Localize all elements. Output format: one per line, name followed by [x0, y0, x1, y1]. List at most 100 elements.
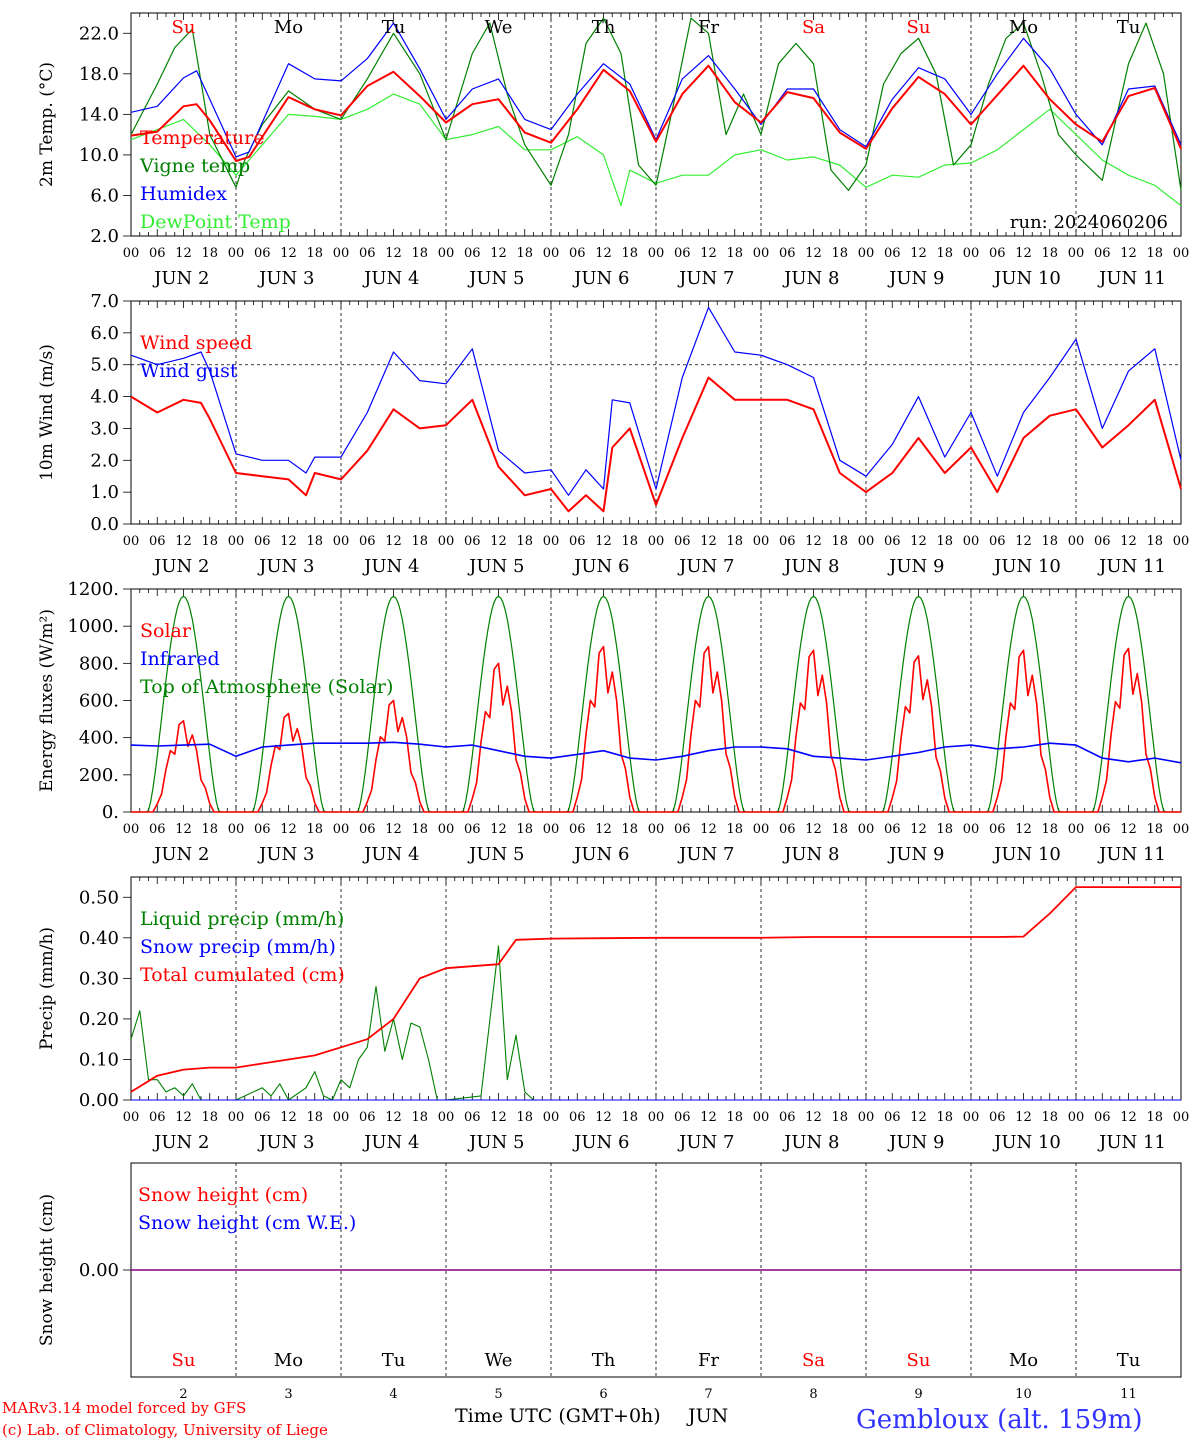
x-tick-label: 00 [1068, 534, 1085, 549]
x-tick-label: 06 [149, 822, 166, 837]
x-tick-label: 12 [595, 822, 612, 837]
x-tick-label: 18 [621, 534, 638, 549]
x-tick-label: 12 [1015, 246, 1032, 261]
x-tick-label: 12 [1015, 1110, 1032, 1125]
x-tick-label: 18 [516, 534, 533, 549]
legend-top-of-atmosphere-solar: Top of Atmosphere (Solar) [140, 676, 393, 698]
weekday-label: Su [172, 17, 196, 38]
date-label: JUN 3 [257, 268, 314, 289]
x-tick-label: 18 [516, 246, 533, 261]
panel-1-frame: 00 06 12 18 00 06 12 18 00 06 12 18 00 06 12 18 00 06 12 18… [37, 12, 1189, 289]
x-tick-label: 06 [464, 246, 481, 261]
x-tick-label: 06 [989, 534, 1006, 549]
x-tick-label: 06 [149, 1110, 166, 1125]
series-infrared [130, 741, 1182, 764]
x-tick-label: 00 [333, 534, 350, 549]
date-label: JUN 5 [467, 268, 524, 289]
x-tick-label: 12 [385, 534, 402, 549]
x-tick-label: 18 [1146, 246, 1163, 261]
legend-solar: Solar [140, 620, 192, 642]
weekday-label: We [485, 1350, 513, 1371]
temperature-series [130, 17, 1182, 207]
x-tick-label: 00 [1173, 1110, 1190, 1125]
x-tick-label: 12 [490, 534, 507, 549]
date-label: JUN 6 [572, 268, 629, 289]
x-tick-label: 18 [201, 246, 218, 261]
date-label: JUN 11 [1097, 556, 1166, 577]
x-tick-label: 12 [700, 822, 717, 837]
x-tick-label: 06 [569, 246, 586, 261]
series-total-cumulated-cm- [130, 886, 1181, 1093]
y-tick-label: 4.0 [90, 387, 119, 408]
x-tick-label: 12 [175, 822, 192, 837]
run-annotation: run: 2024060206 [1010, 212, 1168, 233]
x-tick-label: 06 [359, 822, 376, 837]
x-tick-label: 00 [648, 534, 665, 549]
x-tick-label: 06 [884, 1110, 901, 1125]
y-tick-label: 1.0 [90, 482, 119, 503]
x-tick-label: 18 [411, 822, 428, 837]
date-label: JUN 8 [782, 268, 839, 289]
x-tick-label: 18 [936, 534, 953, 549]
x-tick-label: 00 [963, 1110, 980, 1125]
y-tick-label: 7.0 [90, 291, 119, 312]
weekday-label: Mo [1009, 1350, 1038, 1371]
x-tick-label: 12 [280, 534, 297, 549]
x-tick-label: 12 [595, 246, 612, 261]
x-tick-label: 18 [306, 246, 323, 261]
x-tick-label: 00 [228, 246, 245, 261]
x-tick-label: 12 [910, 1110, 927, 1125]
x-tick-label: 18 [726, 246, 743, 261]
x-tick-label: 12 [805, 534, 822, 549]
date-number-label: 8 [809, 1387, 817, 1402]
x-tick-label: 06 [1094, 246, 1111, 261]
date-label: JUN 10 [992, 556, 1061, 577]
x-tick-label: 12 [595, 1110, 612, 1125]
x-tick-label: 18 [726, 822, 743, 837]
x-tick-label: 06 [989, 1110, 1006, 1125]
date-number-label: 6 [599, 1387, 607, 1402]
date-label: JUN 2 [152, 844, 209, 865]
x-tick-label: 12 [280, 822, 297, 837]
date-label: JUN 9 [887, 844, 944, 865]
date-label: JUN 7 [677, 1132, 734, 1153]
series-wind-gust [130, 306, 1182, 496]
x-tick-label: 00 [648, 246, 665, 261]
x-tick-label: 18 [1146, 1110, 1163, 1125]
y-tick-label: 14.0 [79, 104, 119, 125]
date-label: JUN 3 [257, 1132, 314, 1153]
x-tick-label: 06 [254, 534, 271, 549]
precip-series [130, 886, 1181, 1101]
x-tick-label: 06 [464, 534, 481, 549]
y-tick-label: 400. [79, 728, 119, 749]
x-tick-label: 06 [569, 534, 586, 549]
x-tick-label: 18 [201, 1110, 218, 1125]
footer-model-line: MARv3.14 model forced by GFS [2, 1399, 246, 1417]
legend-snow-height-cm: Snow height (cm) [138, 1184, 308, 1206]
x-tick-label: 06 [779, 246, 796, 261]
x-tick-label: 12 [700, 246, 717, 261]
x-tick-label: 00 [438, 246, 455, 261]
date-label: JUN 4 [362, 844, 419, 865]
x-tick-label: 06 [884, 246, 901, 261]
x-tick-label: 18 [936, 246, 953, 261]
legend-temperature: Temperature [140, 127, 264, 149]
weekday-label: Th [592, 1350, 616, 1371]
legend-wind-speed: Wind speed [140, 332, 252, 354]
x-tick-label: 18 [411, 1110, 428, 1125]
legend-total-cumulated-cm: Total cumulated (cm) [140, 964, 345, 986]
x-tick-label: 06 [149, 534, 166, 549]
x-tick-label: 18 [621, 1110, 638, 1125]
x-tick-label: 06 [359, 246, 376, 261]
x-tick-label: 00 [648, 822, 665, 837]
x-tick-label: 00 [1068, 822, 1085, 837]
x-axis-month: JUN [686, 1405, 728, 1427]
date-label: JUN 7 [677, 844, 734, 865]
weekday-label: We [485, 17, 513, 38]
date-label: JUN 9 [887, 268, 944, 289]
x-tick-label: 00 [753, 534, 770, 549]
date-label: JUN 11 [1097, 1132, 1166, 1153]
y-tick-label: 6.0 [90, 185, 119, 206]
date-label: JUN 4 [362, 1132, 419, 1153]
x-tick-label: 06 [359, 534, 376, 549]
